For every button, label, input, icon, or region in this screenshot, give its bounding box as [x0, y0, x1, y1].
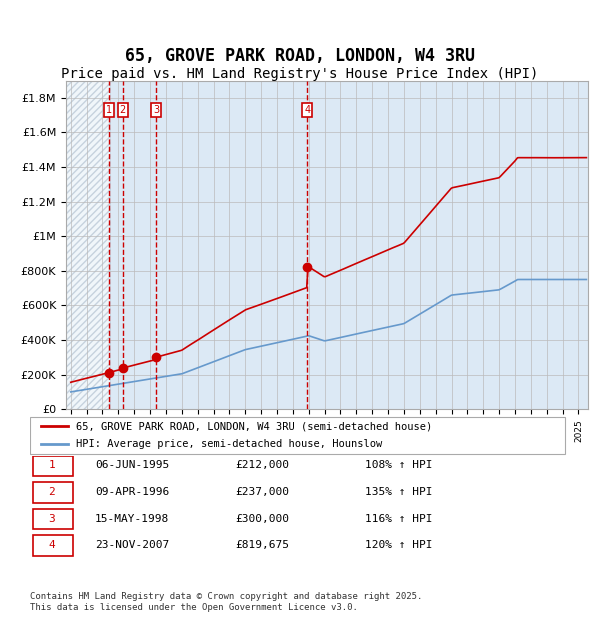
Text: 2: 2: [48, 487, 55, 497]
FancyBboxPatch shape: [33, 509, 73, 529]
Text: 1: 1: [48, 461, 55, 471]
Text: 09-APR-1996: 09-APR-1996: [95, 487, 169, 497]
Text: 3: 3: [153, 105, 159, 115]
Text: 65, GROVE PARK ROAD, LONDON, W4 3RU: 65, GROVE PARK ROAD, LONDON, W4 3RU: [125, 46, 475, 65]
FancyBboxPatch shape: [33, 456, 73, 476]
Text: 116% ↑ HPI: 116% ↑ HPI: [365, 513, 432, 523]
Text: 135% ↑ HPI: 135% ↑ HPI: [365, 487, 432, 497]
FancyBboxPatch shape: [33, 482, 73, 503]
Text: 65, GROVE PARK ROAD, LONDON, W4 3RU (semi-detached house): 65, GROVE PARK ROAD, LONDON, W4 3RU (sem…: [76, 421, 432, 432]
FancyBboxPatch shape: [30, 417, 565, 454]
Text: £819,675: £819,675: [235, 540, 289, 550]
Text: Price paid vs. HM Land Registry's House Price Index (HPI): Price paid vs. HM Land Registry's House …: [61, 68, 539, 81]
Text: 4: 4: [48, 540, 55, 550]
Text: HPI: Average price, semi-detached house, Hounslow: HPI: Average price, semi-detached house,…: [76, 440, 382, 450]
FancyBboxPatch shape: [33, 536, 73, 556]
Text: £300,000: £300,000: [235, 513, 289, 523]
Text: 108% ↑ HPI: 108% ↑ HPI: [365, 461, 432, 471]
Text: £237,000: £237,000: [235, 487, 289, 497]
Text: £212,000: £212,000: [235, 461, 289, 471]
Text: 23-NOV-2007: 23-NOV-2007: [95, 540, 169, 550]
Text: 1: 1: [106, 105, 112, 115]
Text: 120% ↑ HPI: 120% ↑ HPI: [365, 540, 432, 550]
Text: 4: 4: [304, 105, 310, 115]
Text: 2: 2: [119, 105, 126, 115]
Text: Contains HM Land Registry data © Crown copyright and database right 2025.
This d: Contains HM Land Registry data © Crown c…: [30, 592, 422, 611]
Text: 3: 3: [48, 513, 55, 523]
Text: 06-JUN-1995: 06-JUN-1995: [95, 461, 169, 471]
Text: 15-MAY-1998: 15-MAY-1998: [95, 513, 169, 523]
Bar: [63, 81, 110, 409]
